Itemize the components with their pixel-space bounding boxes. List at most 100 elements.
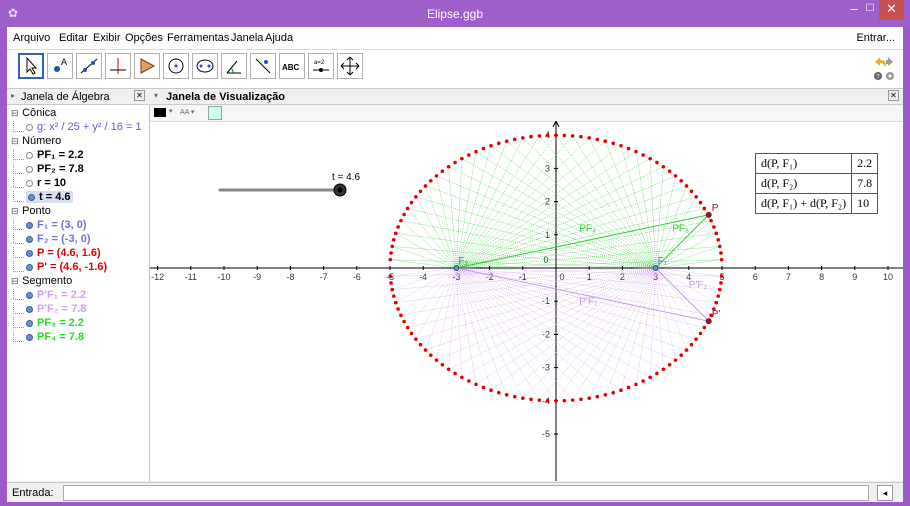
visibility-toggle[interactable] <box>26 305 33 313</box>
text-size-icon[interactable]: AA ▾ <box>180 109 195 116</box>
menu-editar[interactable]: Editar <box>59 32 88 44</box>
color-swatch[interactable] <box>154 108 166 117</box>
visibility-toggle[interactable] <box>26 221 33 229</box>
trace-point <box>603 393 608 397</box>
list-item[interactable]: g: x² / 25 + y² / 16 = 1 <box>13 121 142 135</box>
line-tool-button[interactable] <box>76 53 102 79</box>
label-pf4: PF₄ <box>579 223 596 234</box>
menu-ajuda[interactable]: Ajuda <box>265 32 294 44</box>
point-tool-button[interactable]: A <box>47 53 73 79</box>
ellipse-icon <box>196 59 214 73</box>
point-p <box>705 211 712 218</box>
trace-point <box>453 160 457 165</box>
graphics-view[interactable]: ▾ AA ▾ -12-11-10-9-8-7-6-5-4-3-2-1012345… <box>150 105 903 481</box>
slider-tool-button[interactable]: a=2 <box>308 53 334 79</box>
reflect-tool-button[interactable] <box>250 53 276 79</box>
move-view-tool-button[interactable] <box>337 53 363 79</box>
visibility-toggle[interactable] <box>26 263 33 271</box>
visibility-toggle[interactable] <box>26 179 33 187</box>
trace-segment <box>605 141 656 269</box>
table-row: d(P, F₂) 7.8 <box>754 173 879 194</box>
close-button[interactable]: ✕ <box>879 0 904 20</box>
visibility-toggle[interactable] <box>26 291 33 299</box>
move-tool-button[interactable] <box>18 53 44 79</box>
polygon-tool-button[interactable] <box>134 53 160 79</box>
menu-exibir[interactable]: Exibir <box>93 32 121 44</box>
list-item[interactable]: P'F₂ = 7.8 <box>13 303 86 317</box>
close-panel-icon[interactable]: ✕ <box>134 90 145 101</box>
visibility-toggle[interactable] <box>26 249 33 257</box>
trace-point <box>611 141 616 146</box>
trace-segment <box>655 267 720 290</box>
visibility-toggle[interactable] <box>28 193 35 201</box>
trace-point <box>428 353 433 357</box>
visibility-toggle[interactable] <box>26 123 33 131</box>
visibility-toggle[interactable] <box>26 319 33 327</box>
collapse-arrow-icon[interactable]: ▾ <box>154 91 159 100</box>
menu-ferramentas[interactable]: Ferramentas <box>167 32 230 44</box>
trace-point <box>714 300 719 305</box>
trace-segment <box>392 267 457 290</box>
list-item[interactable]: P = (4.6, 1.6) <box>13 247 101 261</box>
circle-tool-button[interactable] <box>163 53 189 79</box>
list-item[interactable]: PF₂ = 7.8 <box>13 163 84 177</box>
list-item[interactable]: PF₁ = 2.2 <box>13 149 83 163</box>
trace-point <box>389 281 393 285</box>
menu-arquivo[interactable]: Arquivo <box>13 32 51 44</box>
trace-point <box>440 363 445 367</box>
list-item[interactable]: P'F₁ = 2.2 <box>13 289 86 303</box>
trace-segment <box>555 267 656 401</box>
visibility-toggle[interactable] <box>26 165 33 173</box>
trace-segment <box>456 267 622 391</box>
trace-point <box>661 164 666 169</box>
maximize-button[interactable]: ☐ <box>865 3 875 14</box>
trace-point <box>418 342 423 347</box>
trace-segment <box>392 246 457 269</box>
minimize-button[interactable]: – <box>850 1 858 16</box>
text-tool-button[interactable]: ABC <box>279 53 305 79</box>
perpendicular-tool-button[interactable] <box>105 53 131 79</box>
trace-segment <box>456 137 524 269</box>
trace-segment <box>448 267 457 370</box>
undo-icon[interactable] <box>875 57 886 67</box>
keyboard-icon[interactable]: ◂ <box>877 485 893 501</box>
list-item[interactable]: F₁ = (3, 0) <box>13 219 86 233</box>
visibility-toggle[interactable] <box>26 151 33 159</box>
command-input[interactable] <box>63 485 869 501</box>
menu-opcoes[interactable]: Opções <box>125 32 163 44</box>
list-item[interactable]: r = 10 <box>13 177 66 191</box>
category-segmento[interactable]: ⊟ Segmento <box>11 275 73 287</box>
list-item[interactable]: F₂ = (-3, 0) <box>13 233 90 247</box>
x-tick-label: 2 <box>620 272 625 282</box>
x-tick-label: -7 <box>320 272 328 282</box>
visibility-toggle[interactable] <box>26 235 33 243</box>
pf3-value: PF₃ = 2.2 <box>37 317 84 329</box>
trace-segment <box>655 220 712 269</box>
conic-tool-button[interactable] <box>192 53 218 79</box>
category-ponto[interactable]: ⊟ Ponto <box>11 205 51 217</box>
dropdown-arrow-icon[interactable]: ▾ <box>169 108 173 115</box>
trace-point <box>405 206 410 211</box>
trace-segment <box>400 267 656 316</box>
trace-point <box>396 225 400 229</box>
signin-link[interactable]: Entrar... <box>856 32 895 44</box>
list-item[interactable]: PF₃ = 2.2 <box>13 317 84 331</box>
menu-janela[interactable]: Janela <box>231 32 264 44</box>
gear-icon[interactable] <box>886 72 894 80</box>
list-item[interactable]: PF₄ = 7.8 <box>13 331 84 345</box>
redo-icon[interactable] <box>886 57 893 66</box>
visibility-toggle[interactable] <box>26 333 33 341</box>
angle-tool-button[interactable] <box>221 53 247 79</box>
list-item[interactable]: P' = (4.6, -1.6) <box>13 261 107 275</box>
trace-segment <box>456 267 712 316</box>
collapse-arrow-icon[interactable]: ▸ <box>11 91 16 100</box>
graphics-canvas[interactable]: -12-11-10-9-8-7-6-5-4-3-2-10123456789100… <box>150 121 903 481</box>
trace-point <box>554 133 558 137</box>
pin-icon[interactable] <box>208 106 222 120</box>
category-conica[interactable]: ⊟ Cônica <box>11 107 57 119</box>
app-icon: ✿ <box>8 6 19 20</box>
list-item-selected[interactable]: t = 4.6 <box>13 191 73 205</box>
help-icon[interactable]: ? <box>874 72 882 80</box>
category-numero[interactable]: ⊟ Número <box>11 135 62 147</box>
close-panel-icon[interactable]: ✕ <box>888 90 899 101</box>
